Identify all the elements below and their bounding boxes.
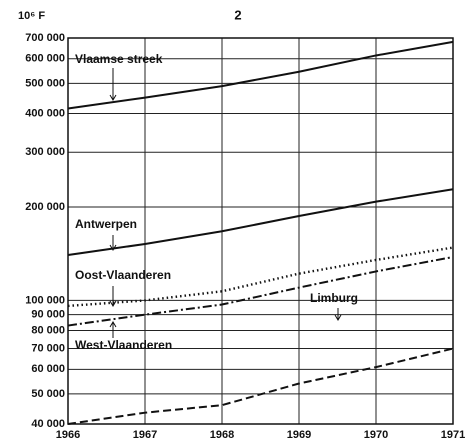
series-line <box>67 256 454 327</box>
y-tick-label: 200 000 <box>25 201 65 213</box>
arrow-head <box>109 300 117 307</box>
y-tick-label: 300 000 <box>25 146 65 158</box>
x-tick-label: 1971 <box>441 429 465 441</box>
y-tick-label: 100 000 <box>25 294 65 306</box>
x-tick-label: 1966 <box>56 429 80 441</box>
series-line <box>67 188 454 257</box>
series-label: West-Vlaanderen <box>75 338 172 352</box>
y-axis-label: 10⁶ F <box>18 10 45 22</box>
plot-frame <box>67 37 454 425</box>
y-tick-label: 500 000 <box>25 77 65 89</box>
series-label: Limburg <box>310 291 358 305</box>
y-tick-label: 700 000 <box>25 32 65 44</box>
arrow-head <box>109 244 117 251</box>
x-tick-label: 1968 <box>210 429 234 441</box>
y-tick-label: 70 000 <box>31 342 65 354</box>
y-tick-label: 40 000 <box>31 418 65 430</box>
y-tick-label: 400 000 <box>25 107 65 119</box>
x-tick-label: 1969 <box>287 429 311 441</box>
x-tick-label: 1970 <box>364 429 388 441</box>
series-label: Antwerpen <box>75 217 137 231</box>
arrow-head <box>109 321 117 328</box>
series-label: Oost-Vlaanderen <box>75 268 171 282</box>
arrow-head <box>334 314 342 321</box>
chart-title: 2 <box>234 7 241 22</box>
y-tick-label: 80 000 <box>31 324 65 336</box>
x-tick-label: 1967 <box>133 429 157 441</box>
series-line <box>67 246 454 308</box>
y-tick-label: 600 000 <box>25 53 65 65</box>
series-line <box>67 40 454 110</box>
y-tick-label: 90 000 <box>31 309 65 321</box>
y-tick-label: 50 000 <box>31 388 65 400</box>
arrow-head <box>109 94 117 101</box>
series-label: Vlaamse streek <box>75 52 163 66</box>
series-line <box>67 347 454 425</box>
y-tick-label: 60 000 <box>31 363 65 375</box>
